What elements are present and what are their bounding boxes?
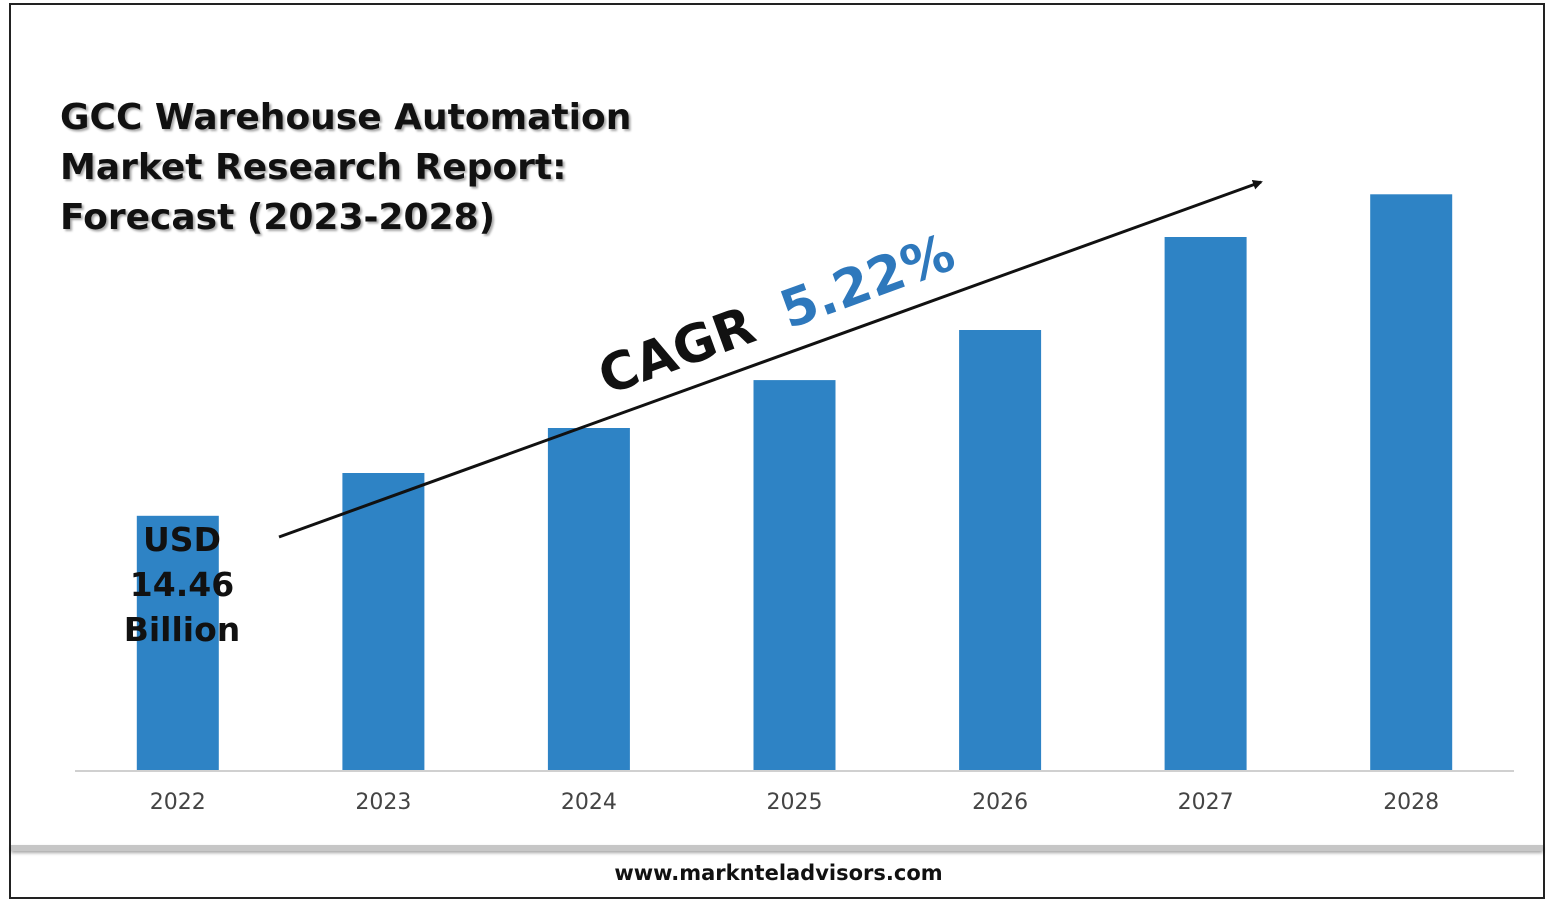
x-tick-2024: 2024 [561, 790, 617, 815]
start-value-label: USD 14.46 Billion [124, 520, 241, 649]
footer-website: www.marknteladvisors.com [614, 861, 943, 885]
bar-2023 [342, 473, 425, 770]
x-tick-2028: 2028 [1383, 790, 1439, 815]
start-value-line-2: 14.46 [130, 565, 234, 604]
x-tick-2023: 2023 [355, 790, 411, 815]
cagr-prefix: CAGR [591, 296, 763, 407]
bar-2026 [959, 330, 1042, 770]
bar-2027 [1164, 237, 1247, 770]
bar-2028 [1370, 194, 1453, 771]
chart-title: GCC Warehouse Automation Market Research… [60, 93, 680, 243]
x-tick-2026: 2026 [972, 790, 1028, 815]
x-tick-2027: 2027 [1178, 790, 1234, 815]
start-value-line-3: Billion [124, 610, 241, 649]
bar-2022 [136, 515, 219, 770]
title-line-1: GCC Warehouse Automation [60, 97, 632, 138]
bar-2025 [753, 380, 836, 770]
bar-2024 [547, 428, 630, 770]
x-tick-2022: 2022 [150, 790, 206, 815]
footer-divider [11, 845, 1543, 851]
cagr-arrow [278, 180, 1263, 539]
x-tick-labels: 2022 2023 2024 2025 2026 2027 2028 [150, 790, 1439, 815]
start-value-line-1: USD [143, 520, 221, 559]
x-tick-2025: 2025 [767, 790, 823, 815]
bars-group [136, 194, 1453, 771]
title-line-2: Market Research Report: [60, 147, 567, 188]
title-line-3: Forecast (2023-2028) [60, 197, 496, 238]
cagr-label: CAGR 5.22% [591, 223, 963, 407]
